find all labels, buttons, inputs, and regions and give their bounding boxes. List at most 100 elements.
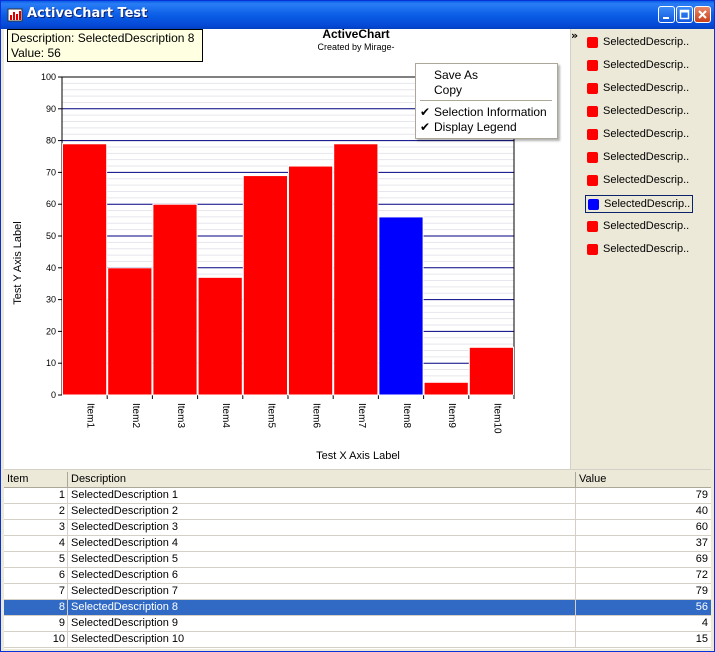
chart-title: ActiveChart: [322, 29, 389, 41]
legend-item[interactable]: SelectedDescrip..: [585, 57, 693, 75]
cell-description: SelectedDescription 2: [68, 504, 576, 520]
x-tick-label: Item8: [401, 403, 412, 428]
window-title: ActiveChart Test: [27, 6, 148, 21]
legend-collapse-toggle[interactable]: »: [571, 29, 579, 42]
legend-label: SelectedDescrip..: [604, 198, 691, 210]
cell-description: SelectedDescription 7: [68, 584, 576, 600]
table-row[interactable]: 3 SelectedDescription 3 60: [4, 520, 711, 536]
table-row[interactable]: 7 SelectedDescription 7 79: [4, 584, 711, 600]
bar-item5[interactable]: [242, 175, 289, 396]
legend-item[interactable]: SelectedDescrip..: [585, 218, 693, 236]
checkmark-icon: ✔: [420, 105, 431, 119]
chart-area[interactable]: 0 10 20 30 40 50 60 70 80 90 100 Item1 Item2 Item3 Ite…: [4, 27, 570, 469]
selection-tooltip: Description: SelectedDescription 8 Value…: [7, 29, 203, 62]
y-tick-label: 90: [46, 104, 56, 114]
legend-item[interactable]: SelectedDescrip..: [585, 149, 693, 167]
bar-item8[interactable]: [378, 216, 424, 396]
splitter-bar[interactable]: [4, 469, 711, 474]
bar-item7[interactable]: [333, 143, 379, 396]
cell-value: 69: [695, 553, 708, 565]
legend-swatch: [587, 129, 598, 140]
legend-item[interactable]: SelectedDescrip..: [585, 172, 693, 190]
y-axis-label: Test Y Axis Label: [12, 221, 24, 304]
legend-item[interactable]: SelectedDescrip..: [585, 241, 693, 259]
menu-item-label: Copy: [434, 83, 463, 97]
bar-item4[interactable]: [197, 276, 243, 396]
legend-item[interactable]: SelectedDescrip..: [585, 103, 693, 121]
legend-swatch: [587, 175, 598, 186]
cell-item: 10: [4, 632, 68, 648]
y-tick-label: 70: [46, 167, 56, 177]
legend-label: SelectedDescrip..: [603, 243, 690, 255]
menu-item-save-as[interactable]: Save As: [416, 68, 557, 83]
cell-item: 7: [4, 584, 68, 600]
legend-label: SelectedDescrip..: [603, 105, 690, 117]
table-row[interactable]: 4 SelectedDescription 4 37: [4, 536, 711, 552]
bar-item1[interactable]: [62, 143, 108, 396]
menu-item-copy[interactable]: Copy: [416, 83, 557, 98]
legend-label: SelectedDescrip..: [603, 36, 690, 48]
cell-value: 72: [695, 569, 708, 581]
x-tick-label: Item7: [356, 403, 367, 428]
context-menu: Save As Copy ✔ Selection Information ✔ Displa…: [415, 63, 558, 139]
title-bar[interactable]: ActiveChart Test: [1, 1, 714, 29]
cell-value: 4: [701, 617, 708, 629]
maximize-icon: [679, 9, 690, 20]
table-row[interactable]: 9 SelectedDescription 9 4: [4, 616, 711, 632]
chart-subtitle: Created by Mirage-: [317, 42, 394, 52]
bar-item10[interactable]: [468, 346, 514, 396]
header-value[interactable]: Value: [579, 473, 607, 485]
table-row[interactable]: 2 SelectedDescription 2 40: [4, 504, 711, 520]
menu-item-display-legend[interactable]: ✔ Display Legend: [416, 120, 557, 135]
legend-item[interactable]: SelectedDescrip..: [585, 34, 693, 52]
legend-swatch: [587, 37, 598, 48]
x-tick-label: Item10: [491, 403, 502, 434]
legend-item[interactable]: SelectedDescrip..: [585, 195, 693, 213]
table-row[interactable]: 1 SelectedDescription 1 79: [4, 488, 711, 504]
legend-label: SelectedDescrip..: [603, 151, 690, 163]
cell-description: SelectedDescription 10: [68, 632, 576, 648]
menu-item-selection-information[interactable]: ✔ Selection Information: [416, 105, 557, 120]
y-tick-label: 30: [46, 295, 56, 305]
close-button[interactable]: [694, 6, 711, 23]
close-icon: [698, 10, 707, 19]
bar-item3[interactable]: [152, 203, 198, 396]
legend-label: SelectedDescrip..: [603, 128, 690, 140]
cell-description: SelectedDescription 3: [68, 520, 576, 536]
client-area: 0 10 20 30 40 50 60 70 80 90 100 Item1 Item2 Item3 Ite…: [4, 27, 711, 649]
menu-separator: [420, 100, 552, 101]
cell-description: SelectedDescription 4: [68, 536, 576, 552]
bar-item6[interactable]: [288, 165, 334, 396]
legend-item[interactable]: SelectedDescrip..: [585, 80, 693, 98]
bar-item2[interactable]: [107, 267, 153, 396]
legend-label: SelectedDescrip..: [603, 174, 690, 186]
x-tick-label: Item2: [130, 403, 141, 428]
cell-description: SelectedDescription 9: [68, 616, 576, 632]
y-tick-label: 20: [46, 326, 56, 336]
tooltip-description: Description: SelectedDescription 8: [11, 31, 195, 45]
x-tick-label: Item9: [446, 403, 457, 428]
table-row[interactable]: 6 SelectedDescription 6 72: [4, 568, 711, 584]
bar-item9[interactable]: [423, 381, 469, 396]
y-tick-label: 40: [46, 263, 56, 273]
bar-chart[interactable]: 0 10 20 30 40 50 60 70 80 90 100 Item1 Item2 Item3 Ite…: [4, 27, 570, 469]
maximize-button[interactable]: [676, 6, 693, 23]
table-row[interactable]: 8 SelectedDescription 8 56: [4, 600, 711, 616]
header-description[interactable]: Description: [68, 472, 576, 488]
legend-swatch: [587, 152, 598, 163]
table-row[interactable]: 10 SelectedDescription 10 15: [4, 632, 711, 648]
tooltip-value: Value: 56: [11, 46, 61, 60]
legend-label: SelectedDescrip..: [603, 220, 690, 232]
legend-label: SelectedDescrip..: [603, 82, 690, 94]
cell-item: 9: [4, 616, 68, 632]
data-grid: Item Description Value 1 SelectedDescript…: [4, 472, 711, 649]
x-axis-label: Test X Axis Label: [316, 450, 400, 462]
table-row[interactable]: 5 SelectedDescription 5 69: [4, 552, 711, 568]
x-tick-label: Item6: [311, 403, 322, 428]
y-tick-label: 60: [46, 199, 56, 209]
legend-item[interactable]: SelectedDescrip..: [585, 126, 693, 144]
legend-panel: » SelectedDescrip.. SelectedDescrip.. Sele…: [570, 29, 711, 469]
minimize-button[interactable]: [658, 6, 675, 23]
header-item[interactable]: Item: [4, 472, 68, 488]
